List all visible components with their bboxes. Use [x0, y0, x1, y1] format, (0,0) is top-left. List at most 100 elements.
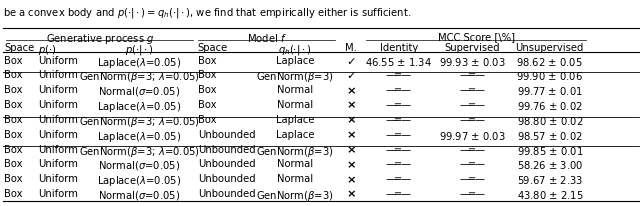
- Text: Box: Box: [198, 85, 216, 95]
- Text: $p(\cdot)$: $p(\cdot)$: [38, 43, 56, 57]
- Text: Box: Box: [4, 56, 23, 66]
- Text: —═—: —═—: [386, 70, 412, 81]
- Text: $\boldsymbol{\times}$: $\boldsymbol{\times}$: [346, 189, 356, 200]
- Text: Model $f$: Model $f$: [247, 32, 287, 44]
- Text: —═—: —═—: [460, 174, 485, 184]
- Text: Normal($\sigma$=0.05): Normal($\sigma$=0.05): [99, 85, 180, 98]
- Text: Uniform: Uniform: [38, 130, 77, 140]
- Text: —═—: —═—: [386, 130, 412, 140]
- Text: Uniform: Uniform: [38, 174, 77, 184]
- Text: Unbounded: Unbounded: [198, 174, 255, 184]
- Text: Laplace($\lambda$=0.05): Laplace($\lambda$=0.05): [97, 56, 182, 70]
- Text: $\boldsymbol{\times}$: $\boldsymbol{\times}$: [346, 115, 356, 125]
- Text: —═—: —═—: [386, 189, 412, 199]
- Text: Unbounded: Unbounded: [198, 145, 255, 155]
- Text: $\boldsymbol{\times}$: $\boldsymbol{\times}$: [346, 100, 356, 111]
- Text: Uniform: Uniform: [38, 145, 77, 155]
- Text: 99.97 $\pm$ 0.03: 99.97 $\pm$ 0.03: [439, 130, 506, 142]
- Text: —═—: —═—: [386, 115, 412, 125]
- Text: —═—: —═—: [460, 100, 485, 110]
- Text: Box: Box: [4, 145, 23, 155]
- Text: —═—: —═—: [460, 159, 485, 170]
- Text: —═—: —═—: [386, 159, 412, 170]
- Text: 98.62 $\pm$ 0.05: 98.62 $\pm$ 0.05: [516, 56, 583, 68]
- Text: Normal($\sigma$=0.05): Normal($\sigma$=0.05): [99, 189, 180, 202]
- Text: Laplace($\lambda$=0.05): Laplace($\lambda$=0.05): [97, 174, 182, 188]
- Text: 46.55 $\pm$ 1.34: 46.55 $\pm$ 1.34: [365, 56, 432, 68]
- Text: Uniform: Uniform: [38, 85, 77, 95]
- Text: —═—: —═—: [386, 174, 412, 184]
- Text: Uniform: Uniform: [38, 115, 77, 125]
- Text: Unsupervised: Unsupervised: [516, 43, 584, 53]
- Text: —═—: —═—: [460, 85, 485, 95]
- Text: Unbounded: Unbounded: [198, 189, 255, 199]
- Text: Normal: Normal: [277, 100, 313, 110]
- Text: 58.26 $\pm$ 3.00: 58.26 $\pm$ 3.00: [516, 159, 583, 171]
- Text: GenNorm($\beta$=3): GenNorm($\beta$=3): [256, 189, 334, 203]
- Text: 43.80 $\pm$ 2.15: 43.80 $\pm$ 2.15: [516, 189, 583, 201]
- Text: 59.67 $\pm$ 2.33: 59.67 $\pm$ 2.33: [516, 174, 583, 186]
- Text: $\boldsymbol{\times}$: $\boldsymbol{\times}$: [346, 159, 356, 170]
- Text: Supervised: Supervised: [445, 43, 500, 53]
- Text: 99.90 $\pm$ 0.06: 99.90 $\pm$ 0.06: [516, 70, 583, 82]
- Text: 99.76 $\pm$ 0.02: 99.76 $\pm$ 0.02: [517, 100, 582, 112]
- Text: Uniform: Uniform: [38, 189, 77, 199]
- Text: $\boldsymbol{\times}$: $\boldsymbol{\times}$: [346, 85, 356, 96]
- Text: Identity: Identity: [380, 43, 418, 53]
- Text: GenNorm($\beta$=3; $\lambda$=0.05): GenNorm($\beta$=3; $\lambda$=0.05): [79, 145, 200, 159]
- Text: Box: Box: [4, 115, 23, 125]
- Text: Uniform: Uniform: [38, 70, 77, 81]
- Text: Uniform: Uniform: [38, 159, 77, 170]
- Text: $\boldsymbol{\times}$: $\boldsymbol{\times}$: [346, 145, 356, 155]
- Text: GenNorm($\beta$=3): GenNorm($\beta$=3): [256, 145, 334, 159]
- Text: Box: Box: [4, 130, 23, 140]
- Text: Box: Box: [198, 70, 216, 81]
- Text: —═—: —═—: [386, 85, 412, 95]
- Text: Unbounded: Unbounded: [198, 130, 255, 140]
- Text: Box: Box: [4, 174, 23, 184]
- Text: GenNorm($\beta$=3; $\lambda$=0.05): GenNorm($\beta$=3; $\lambda$=0.05): [79, 115, 200, 129]
- Text: Box: Box: [4, 159, 23, 170]
- Text: Laplace: Laplace: [276, 115, 314, 125]
- Text: 98.57 $\pm$ 0.02: 98.57 $\pm$ 0.02: [517, 130, 582, 142]
- Text: Box: Box: [4, 100, 23, 110]
- Text: GenNorm($\beta$=3; $\lambda$=0.05): GenNorm($\beta$=3; $\lambda$=0.05): [79, 70, 200, 84]
- Text: Space: Space: [4, 43, 35, 53]
- Text: GenNorm($\beta$=3): GenNorm($\beta$=3): [256, 70, 334, 84]
- Text: Laplace: Laplace: [276, 56, 314, 66]
- Text: Normal: Normal: [277, 174, 313, 184]
- Text: 98.80 $\pm$ 0.02: 98.80 $\pm$ 0.02: [516, 115, 583, 127]
- Text: Unbounded: Unbounded: [198, 159, 255, 170]
- Text: —═—: —═—: [460, 189, 485, 199]
- Text: Laplace($\lambda$=0.05): Laplace($\lambda$=0.05): [97, 130, 182, 144]
- Text: 99.77 $\pm$ 0.01: 99.77 $\pm$ 0.01: [517, 85, 582, 97]
- Text: MCC Score [\%]: MCC Score [\%]: [438, 32, 515, 42]
- Text: $\boldsymbol{\times}$: $\boldsymbol{\times}$: [346, 130, 356, 140]
- Text: —═—: —═—: [386, 100, 412, 110]
- Text: Uniform: Uniform: [38, 100, 77, 110]
- Text: $\checkmark$: $\checkmark$: [346, 56, 355, 66]
- Text: —═—: —═—: [460, 115, 485, 125]
- Text: —═—: —═—: [460, 145, 485, 155]
- Text: 99.85 $\pm$ 0.01: 99.85 $\pm$ 0.01: [516, 145, 583, 157]
- Text: 99.93 $\pm$ 0.03: 99.93 $\pm$ 0.03: [439, 56, 506, 68]
- Text: Laplace: Laplace: [276, 130, 314, 140]
- Text: Uniform: Uniform: [38, 56, 77, 66]
- Text: Generative process $g$: Generative process $g$: [45, 32, 154, 46]
- Text: Box: Box: [4, 70, 23, 81]
- Text: Normal: Normal: [277, 85, 313, 95]
- Text: Box: Box: [198, 56, 216, 66]
- Text: Box: Box: [4, 189, 23, 199]
- Text: be a convex body and $p(\cdot|\cdot) = q_h(\cdot|\cdot)$, we find that empirical: be a convex body and $p(\cdot|\cdot) = q…: [3, 6, 412, 20]
- Text: —═—: —═—: [386, 145, 412, 155]
- Text: Box: Box: [4, 85, 23, 95]
- Text: —═—: —═—: [460, 70, 485, 81]
- Text: $q_h(\cdot|\cdot)$: $q_h(\cdot|\cdot)$: [278, 43, 312, 57]
- Text: $p(\cdot|\cdot)$: $p(\cdot|\cdot)$: [125, 43, 154, 57]
- Text: Normal: Normal: [277, 159, 313, 170]
- Text: M.: M.: [345, 43, 356, 53]
- Text: Box: Box: [198, 115, 216, 125]
- Text: $\boldsymbol{\times}$: $\boldsymbol{\times}$: [346, 174, 356, 185]
- Text: Box: Box: [198, 100, 216, 110]
- Text: $\checkmark$: $\checkmark$: [346, 70, 355, 81]
